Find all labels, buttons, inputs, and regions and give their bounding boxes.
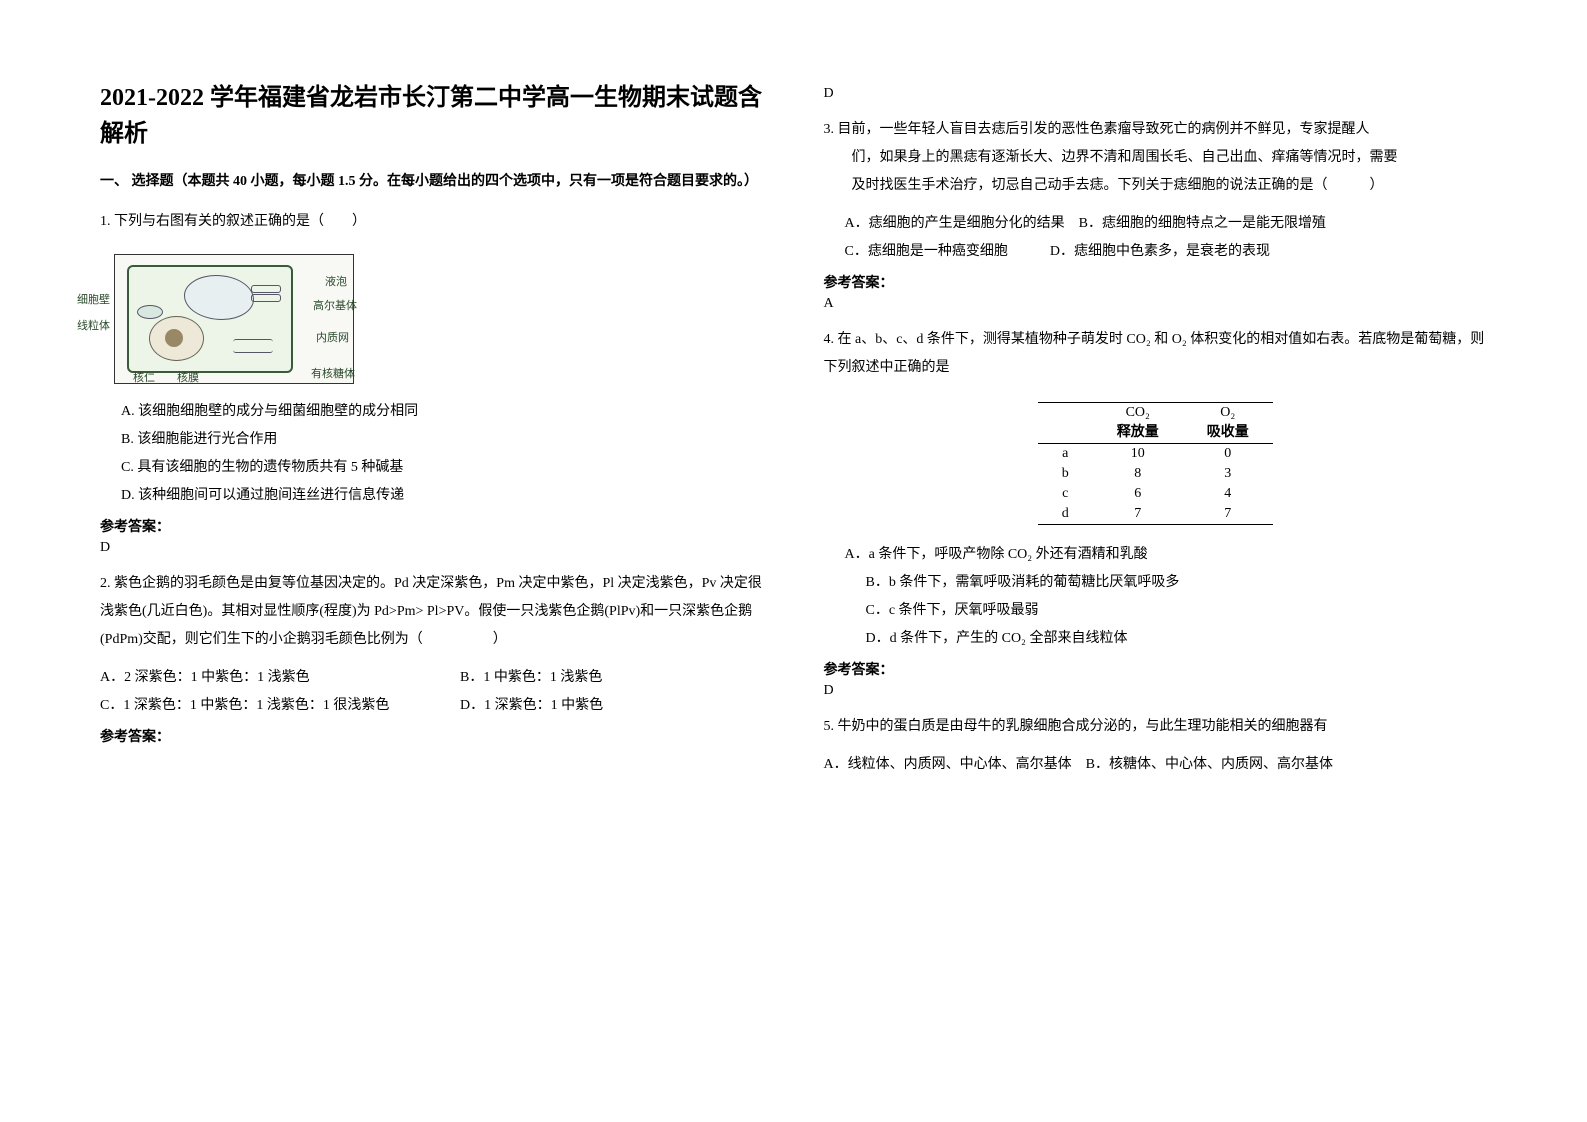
page-title: 2021-2022 学年福建省龙岩市长汀第二中学高一生物期末试题含解析 — [100, 80, 764, 152]
q3-answer: A — [824, 296, 1488, 312]
th-blank — [1038, 403, 1093, 444]
cell-diagram-figure: 细胞壁 线粒体 核仁 核膜 液泡 高尔基体 内质网 有核糖体 — [114, 254, 764, 384]
label-cell-wall: 细胞壁 — [77, 291, 110, 307]
label-golgi: 高尔基体 — [313, 297, 357, 313]
q2-answer-label: 参考答案： — [100, 726, 764, 746]
table-row: c 6 4 — [1038, 484, 1273, 504]
cell-key: b — [1038, 464, 1093, 484]
label-ribosome: 有核糖体 — [311, 365, 355, 381]
q4-answer: D — [824, 683, 1488, 699]
cell-key: c — [1038, 484, 1093, 504]
q1-opt-d: D. 该种细胞间可以通过胞间连丝进行信息传递 — [121, 482, 764, 510]
th-o2-bottom: 吸收量 — [1207, 425, 1249, 440]
th-o2: O₂ 吸收量 — [1183, 403, 1273, 444]
q1-answer-label: 参考答案： — [100, 516, 764, 536]
nucleolus-shape — [165, 329, 183, 347]
label-nucleolus: 核仁 — [133, 369, 155, 385]
q4-opt-b: B．b 条件下，需氧呼吸消耗的葡萄糖比厌氧呼吸多 — [866, 569, 1488, 597]
q2-opt-a: A．2 深紫色：1 中紫色：1 浅紫色 — [100, 664, 460, 692]
mitochondria-shape — [137, 305, 163, 319]
q1-opt-a: A. 该细胞细胞壁的成分与细菌细胞壁的成分相同 — [121, 398, 764, 426]
er-shape — [233, 339, 273, 353]
q3-stem-l1: 3. 目前，一些年轻人盲目去痣后引发的恶性色素瘤导致死亡的病例并不鲜见，专家提醒… — [824, 116, 1488, 144]
q2-options: A．2 深紫色：1 中紫色：1 浅紫色 B．1 中紫色：1 浅紫色 C．1 深紫… — [100, 664, 764, 720]
table-row: d 7 7 — [1038, 504, 1273, 525]
q4-opt-d: D．d 条件下，产生的 CO₂ 全部来自线粒体 — [866, 625, 1488, 653]
th-o2-top: O₂ — [1220, 405, 1235, 420]
q3-answer-label: 参考答案： — [824, 272, 1488, 292]
table-row: a 10 0 — [1038, 444, 1273, 465]
cell-o2: 4 — [1183, 484, 1273, 504]
q2-opt-d: D．1 深紫色：1 中紫色 — [460, 692, 603, 720]
cell-co2: 7 — [1093, 504, 1183, 525]
q3-stem-l3: 及时找医生手术治疗，切忌自己动手去痣。下列关于痣细胞的说法正确的是（ ） — [824, 172, 1488, 200]
q5-opt-ab: A．线粒体、内质网、中心体、高尔基体 B．核糖体、中心体、内质网、高尔基体 — [824, 751, 1488, 779]
q2-opt-c: C．1 深紫色：1 中紫色：1 浅紫色：1 很浅紫色 — [100, 692, 460, 720]
label-er: 内质网 — [316, 329, 349, 345]
q2-answer: D — [824, 86, 1488, 102]
nucleus-shape — [149, 316, 204, 361]
cell-key: a — [1038, 444, 1093, 465]
cell-co2: 6 — [1093, 484, 1183, 504]
q2-opt-b: B．1 中紫色：1 浅紫色 — [460, 664, 602, 692]
q3-stem-l2: 们，如果身上的黑痣有逐渐长大、边界不清和周围长毛、自己出血、痒痛等情况时，需要 — [824, 144, 1488, 172]
label-vacuole: 液泡 — [325, 273, 347, 289]
golgi-shape — [251, 285, 281, 315]
cell-co2: 10 — [1093, 444, 1183, 465]
q4-answer-label: 参考答案： — [824, 659, 1488, 679]
cell-co2: 8 — [1093, 464, 1183, 484]
th-co2-bottom: 释放量 — [1117, 425, 1159, 440]
cell-diagram: 细胞壁 线粒体 核仁 核膜 液泡 高尔基体 内质网 有核糖体 — [114, 254, 354, 384]
left-column: 2021-2022 学年福建省龙岩市长汀第二中学高一生物期末试题含解析 一、 选… — [100, 80, 764, 1082]
q1-opt-c: C. 具有该细胞的生物的遗传物质共有 5 种碱基 — [121, 454, 764, 482]
q1-opt-b: B. 该细胞能进行光合作用 — [121, 426, 764, 454]
cell-o2: 3 — [1183, 464, 1273, 484]
q1-stem: 1. 下列与右图有关的叙述正确的是（ ） — [100, 208, 764, 236]
q5-stem: 5. 牛奶中的蛋白质是由母牛的乳腺细胞合成分泌的，与此生理功能相关的细胞器有 — [824, 713, 1488, 741]
vacuole-shape — [184, 275, 254, 320]
q2-stem: 2. 紫色企鹅的羽毛颜色是由复等位基因决定的。Pd 决定深紫色，Pm 决定中紫色… — [100, 570, 764, 654]
q4-stem: 4. 在 a、b、c、d 条件下，测得某植物种子萌发时 CO₂ 和 O₂ 体积变… — [824, 326, 1488, 382]
q1-answer: D — [100, 540, 764, 556]
cell-o2: 7 — [1183, 504, 1273, 525]
q3-opt-ab: A．痣细胞的产生是细胞分化的结果 B．痣细胞的细胞特点之一是能无限增殖 — [845, 210, 1488, 238]
cell-o2: 0 — [1183, 444, 1273, 465]
table-header-row: CO₂ 释放量 O₂ 吸收量 — [1038, 403, 1273, 444]
cell-wall-shape — [127, 265, 293, 373]
cell-key: d — [1038, 504, 1093, 525]
th-co2: CO₂ 释放量 — [1093, 403, 1183, 444]
right-column: D 3. 目前，一些年轻人盲目去痣后引发的恶性色素瘤导致死亡的病例并不鲜见，专家… — [824, 80, 1488, 1082]
section-heading: 一、 选择题（本题共 40 小题，每小题 1.5 分。在每小题给出的四个选项中，… — [100, 170, 764, 194]
q4-table: CO₂ 释放量 O₂ 吸收量 a 10 0 b 8 3 c — [1038, 402, 1273, 525]
th-co2-top: CO₂ — [1126, 405, 1150, 420]
q4-opt-c: C．c 条件下，厌氧呼吸最弱 — [866, 597, 1488, 625]
label-nuclear-membrane: 核膜 — [177, 369, 199, 385]
table-row: b 8 3 — [1038, 464, 1273, 484]
q4-opt-a: A．a 条件下，呼吸产物除 CO₂ 外还有酒精和乳酸 — [845, 541, 1488, 569]
label-mito: 线粒体 — [77, 317, 110, 333]
q3-opt-cd: C．痣细胞是一种癌变细胞 D．痣细胞中色素多，是衰老的表现 — [845, 238, 1488, 266]
